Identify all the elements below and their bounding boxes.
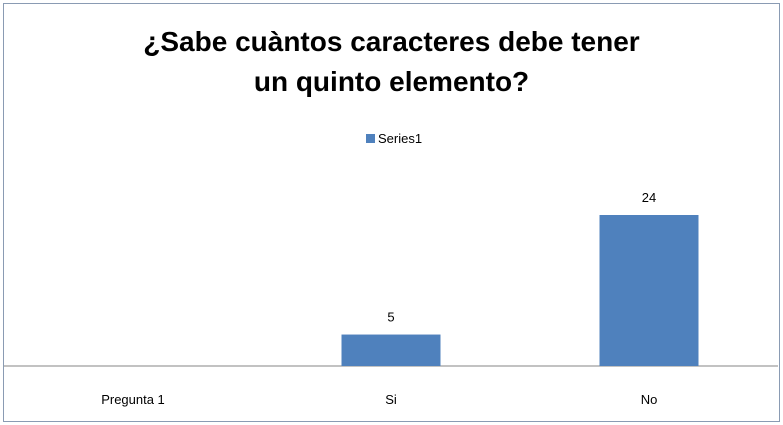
x-tick-label-si: Si	[385, 392, 397, 407]
x-tick-label-pregunta-1: Pregunta 1	[101, 392, 165, 407]
x-tick-label-no: No	[641, 392, 658, 407]
legend-label: Series1	[378, 131, 423, 146]
chart-title-line-2: un quinto elemento?	[253, 66, 530, 97]
chart-title: ¿Sabe cuàntos caracteres debe tener un q…	[0, 22, 783, 102]
bar-no	[599, 215, 699, 366]
data-label-si: 5	[387, 310, 394, 325]
chart-title-line-1: ¿Sabe cuàntos caracteres debe tener	[143, 26, 640, 57]
chart-legend: Series1	[366, 131, 422, 146]
data-label-no: 24	[642, 190, 656, 205]
bar-si	[341, 334, 441, 366]
legend-swatch	[366, 134, 375, 143]
